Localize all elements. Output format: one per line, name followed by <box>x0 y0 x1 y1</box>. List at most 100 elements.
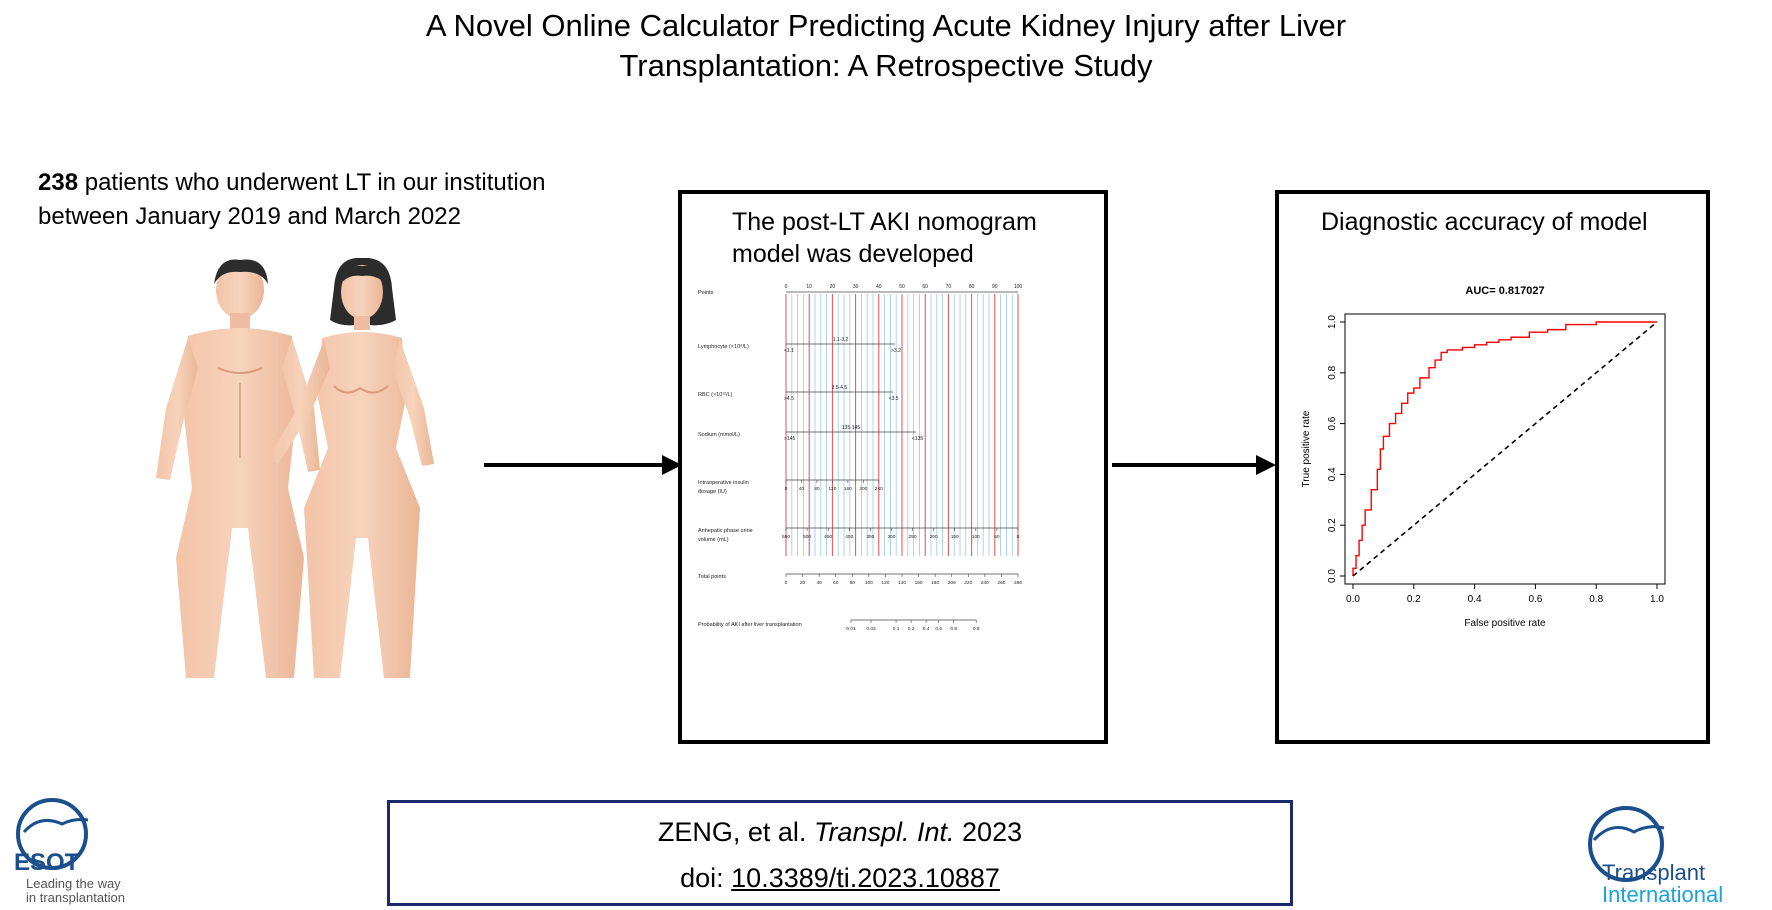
y-tick-label: 0.4 <box>1327 467 1338 481</box>
points-tick-label: 30 <box>853 284 859 290</box>
axis-tick-label: 280 <box>1014 580 1022 586</box>
category-left-label: >4.5 <box>784 396 794 402</box>
patients-illustration <box>156 258 434 678</box>
nomogram-row-label: RBC (×10¹²/L) <box>698 392 733 398</box>
axis-tick-label: 240 <box>875 486 883 492</box>
axis-tick-label: 100 <box>972 534 980 540</box>
probability-tick-label: 0.03 <box>866 626 876 632</box>
ti-line-2: International <box>1602 882 1723 906</box>
axis-tick-label: 120 <box>828 486 836 492</box>
nomogram-title-line-1: The post-LT AKI nomogram <box>732 208 1037 236</box>
citation-box: ZENG, et al. Transpl. Int. 2023 doi: 10.… <box>387 800 1293 906</box>
esot-logo: ESOT Leading the way in transplantation <box>14 798 125 905</box>
axis-tick-label: 500 <box>803 534 811 540</box>
nomogram-row-label: Points <box>698 290 714 296</box>
axis-tick-label: 350 <box>866 534 874 540</box>
intro-line-2: between January 2019 and March 2022 <box>38 203 461 230</box>
points-tick-label: 20 <box>830 284 836 290</box>
probability-tick-label: 0.4 <box>923 626 930 632</box>
nomogram-row-label-2: volume (mL) <box>698 537 729 543</box>
axis-tick-label: 300 <box>887 534 895 540</box>
x-tick-label: 0.4 <box>1468 594 1482 605</box>
axis-tick-label: 100 <box>865 580 873 586</box>
female-figure <box>268 258 434 678</box>
y-tick-label: 0.8 <box>1327 365 1338 379</box>
axis-tick-label: 180 <box>931 580 939 586</box>
axis-tick-label: 40 <box>816 580 822 586</box>
nomogram-title: The post-LT AKI nomogram model was devel… <box>732 206 1037 270</box>
points-tick-label: 80 <box>969 284 975 290</box>
category-left-label: <1.1 <box>784 348 794 354</box>
page-title: A Novel Online Calculator Predicting Acu… <box>0 6 1772 86</box>
x-tick-label: 0.0 <box>1346 594 1360 605</box>
x-tick-label: 0.8 <box>1589 594 1603 605</box>
doi-link[interactable]: 10.3389/ti.2023.10887 <box>731 863 1000 893</box>
citation-year: 2023 <box>962 817 1023 847</box>
axis-tick-label: 450 <box>824 534 832 540</box>
axis-tick-label: 80 <box>850 580 856 586</box>
category-right-label: <135 <box>912 436 923 442</box>
nomogram-row-label: Sodium (mmol/L) <box>698 432 740 438</box>
y-axis-label: True positive rate <box>1301 410 1312 487</box>
points-tick-label: 70 <box>946 284 952 290</box>
probability-tick-label: 0.6 <box>935 626 942 632</box>
nomogram-title-line-2: model was developed <box>732 240 974 268</box>
roc-panel: Diagnostic accuracy of model AUC= 0.8170… <box>1275 190 1710 744</box>
nomogram-row-label: Lymphocyte (×10⁹/L) <box>698 343 749 350</box>
nomogram-row-label: Probability of AKI after liver transplan… <box>698 622 802 628</box>
points-tick-label: 90 <box>992 284 998 290</box>
axis-tick-label: 0 <box>1017 534 1020 540</box>
axis-tick-label: 160 <box>915 580 923 586</box>
category-mid-label: 1.1-3.2 <box>833 337 849 343</box>
nomogram-row-label: Anhepatic phase urine <box>698 528 753 534</box>
axis-tick-label: 240 <box>981 580 989 586</box>
axis-tick-label: 220 <box>964 580 972 586</box>
roc-chart: AUC= 0.817027 False positive rate True pos… <box>1301 285 1666 629</box>
axis-tick-label: 80 <box>814 486 820 492</box>
x-tick-label: 0.6 <box>1528 594 1542 605</box>
points-tick-label: 100 <box>1014 284 1023 290</box>
title-line-1: A Novel Online Calculator Predicting Acu… <box>425 8 1347 43</box>
ti-ring-icon <box>1588 806 1664 882</box>
nomogram-row-label: Intraoperative insulin <box>698 480 749 486</box>
patient-count: 238 <box>38 169 79 196</box>
axis-tick-label: 140 <box>898 580 906 586</box>
probability-tick-label: 0.2 <box>908 626 915 632</box>
esot-tagline-1: Leading the way <box>26 876 121 891</box>
doi-line: doi: 10.3389/ti.2023.10887 <box>390 863 1290 894</box>
points-tick-label: 40 <box>876 284 882 290</box>
probability-tick-label: 0.9 <box>973 626 980 632</box>
x-axis-label: False positive rate <box>1464 618 1546 629</box>
ti-hands-icon <box>1592 825 1665 842</box>
esot-ring-icon <box>16 798 88 870</box>
axis-tick-label: 0 <box>785 580 788 586</box>
y-tick-label: 0.0 <box>1327 569 1338 583</box>
y-tick-label: 0.2 <box>1327 518 1338 532</box>
male-figure <box>156 259 320 678</box>
citation-journal: Transpl. Int. <box>813 817 955 847</box>
intro-text: 238 patients who underwent LT in our ins… <box>38 166 545 234</box>
axis-tick-label: 60 <box>833 580 839 586</box>
probability-tick-label: 0.8 <box>950 626 957 632</box>
axis-tick-label: 200 <box>930 534 938 540</box>
nomogram-row-label: Total points <box>698 574 726 580</box>
axis-tick-label: 550 <box>782 534 790 540</box>
axis-tick-label: 0 <box>785 486 788 492</box>
probability-tick-label: 0.1 <box>893 626 900 632</box>
points-tick-label: 50 <box>899 284 905 290</box>
axis-tick-label: 200 <box>859 486 867 492</box>
points-tick-label: 10 <box>806 284 812 290</box>
roc-panel-title: Diagnostic accuracy of model <box>1321 208 1648 236</box>
category-left-label: >145 <box>784 436 795 442</box>
category-mid-label: 3.5-4.5 <box>832 385 848 391</box>
category-mid-label: 135-145 <box>842 425 861 431</box>
nomogram-chart: Points Lymphocyte (×10⁹/L) RBC (×10¹²/L) So… <box>698 284 1023 632</box>
ti-line-1: Transplant <box>1602 860 1705 885</box>
citation-authors: ZENG, et al. <box>657 817 807 847</box>
category-right-label: <3.5 <box>889 396 899 402</box>
reference-diagonal-line <box>1352 321 1658 577</box>
axis-tick-label: 150 <box>951 534 959 540</box>
axis-tick-label: 20 <box>800 580 806 586</box>
intro-line-1: patients who underwent LT in our institu… <box>78 169 546 196</box>
esot-name: ESOT <box>14 849 80 876</box>
